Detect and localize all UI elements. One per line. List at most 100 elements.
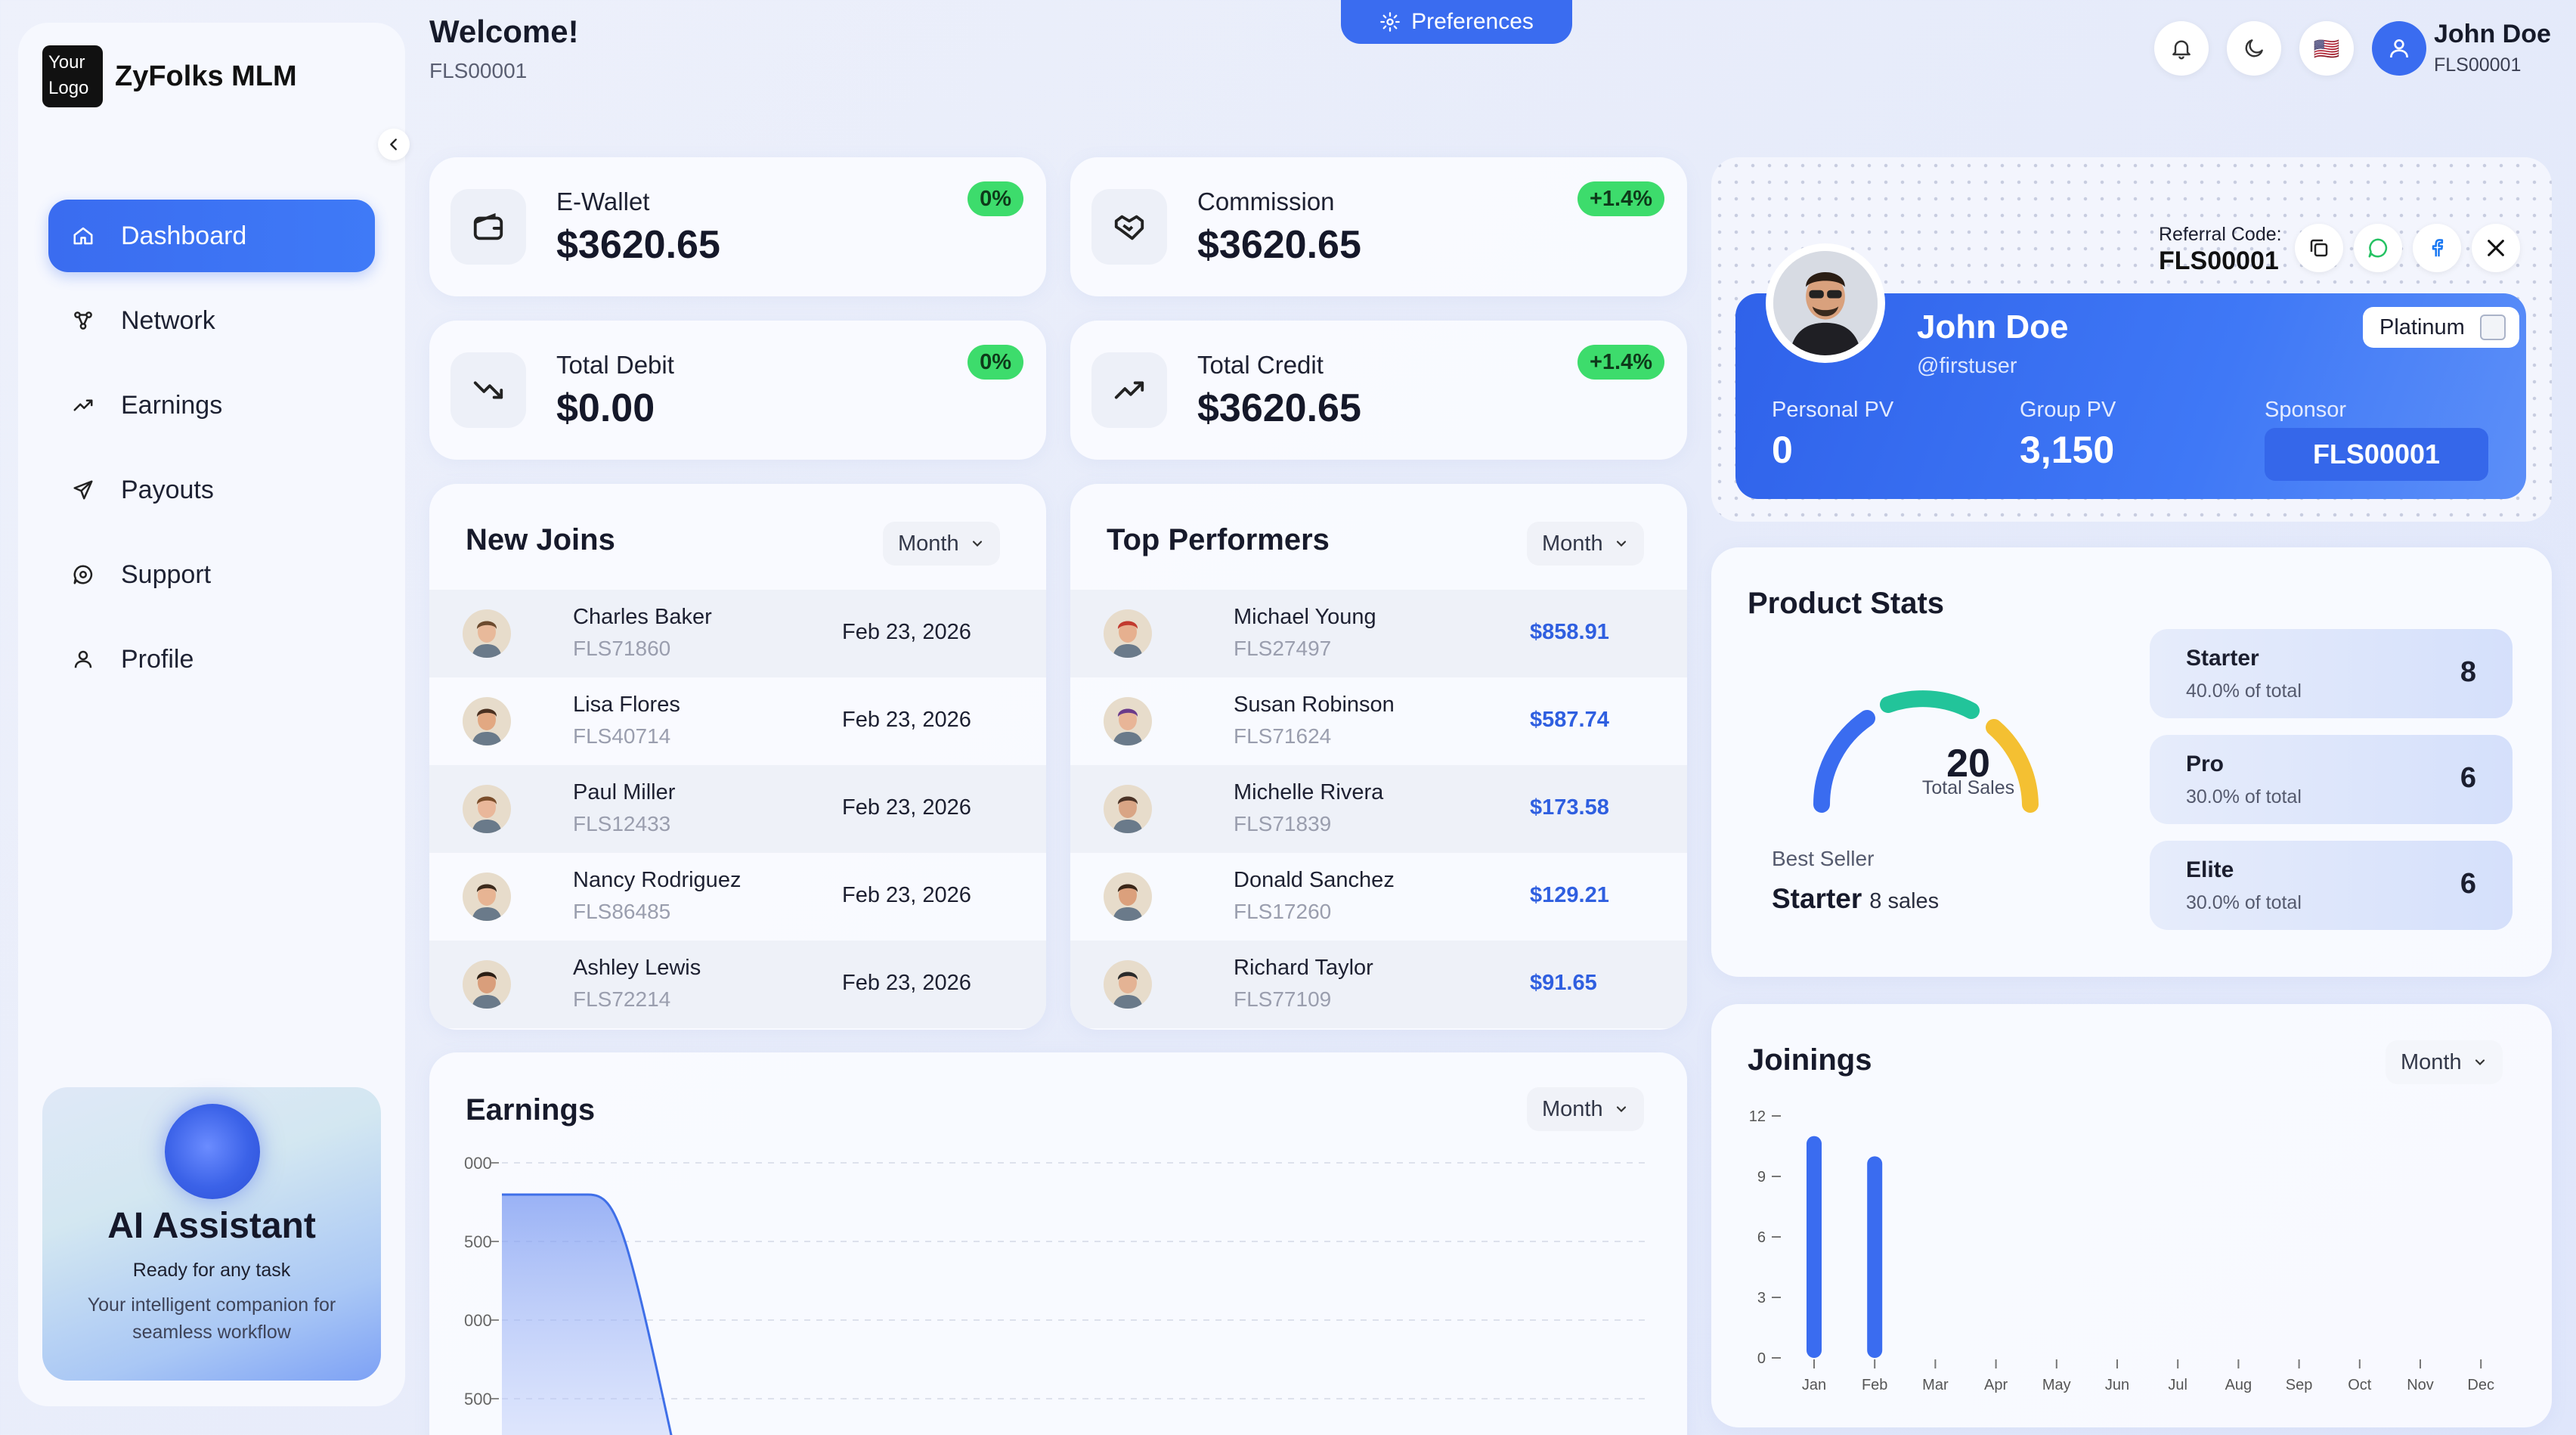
facebook-share-button[interactable] — [2413, 224, 2461, 272]
period-select-value: Month — [1542, 1096, 1603, 1121]
gear-icon — [1380, 12, 1400, 32]
joinings-card: Joinings Month 0 3 6 9 12 Jan Feb Mar Apr May Jun J… — [1711, 1004, 2552, 1427]
x-tick-label: Jul — [2168, 1377, 2187, 1393]
handshake-icon — [1091, 189, 1167, 265]
sponsor-value: FLS00001 — [2265, 428, 2488, 481]
list-item[interactable]: Lisa Flores FLS40714 Feb 23, 2026 — [429, 677, 1046, 765]
bar-feb[interactable] — [1867, 1156, 1883, 1358]
avatar-image — [1104, 785, 1152, 833]
total-sales-label: Total Sales — [1921, 777, 2015, 798]
language-button[interactable]: 🇺🇸 — [2299, 21, 2354, 76]
user-code: FLS00001 — [429, 59, 528, 82]
avatar — [1104, 785, 1152, 833]
y-tick-label: 500 — [464, 1390, 492, 1409]
joinings-chart: 0 3 6 9 12 Jan Feb Mar Apr May Jun Jul Aug Sep Oct Nov D… — [1749, 1108, 2494, 1393]
stat-label: Total Credit — [1197, 351, 1324, 379]
x-tick-label: Oct — [2348, 1377, 2372, 1393]
sidebar-item-label: Dashboard — [121, 221, 247, 250]
member-name: Nancy Rodriguez — [573, 868, 742, 892]
y-tick-label: 6 — [1757, 1229, 1766, 1246]
whatsapp-share-button[interactable] — [2354, 224, 2402, 272]
total-debit-card[interactable]: Total Debit $0.00 0% — [429, 321, 1046, 460]
x-tick-label: Dec — [2467, 1377, 2494, 1393]
profile-card: John Doe @firstuser Platinum Personal PV… — [1735, 293, 2526, 499]
sidebar-item-support[interactable]: Support — [48, 538, 375, 611]
earnings-period-select[interactable]: Month — [1527, 1087, 1644, 1131]
preferences-button[interactable]: Preferences — [1341, 0, 1572, 44]
avatar-image — [463, 960, 511, 1009]
earnings-title: Earnings — [466, 1093, 596, 1127]
avatar — [463, 785, 511, 833]
member-id: FLS71624 — [1234, 724, 1332, 748]
sidebar-item-network[interactable]: Network — [48, 284, 375, 357]
sidebar-item-dashboard[interactable]: Dashboard — [48, 200, 375, 272]
chevron-down-icon — [1616, 1106, 1626, 1113]
tier-name: Elite — [2186, 857, 2234, 882]
total-sales-value: 20 — [1946, 742, 1990, 786]
total-credit-card[interactable]: Total Credit $3620.65 +1.4% — [1070, 321, 1687, 460]
y-tick-label: 3 — [1757, 1290, 1766, 1306]
sidebar-item-label: Payouts — [121, 475, 214, 504]
profile-avatar[interactable] — [1766, 243, 1885, 363]
list-item[interactable]: Richard Taylor FLS77109 $91.65 — [1070, 941, 1687, 1028]
collapse-sidebar-button[interactable] — [378, 129, 410, 160]
bar-jan[interactable] — [1807, 1136, 1822, 1358]
ai-assistant-description: Your intelligent companion for seamless … — [87, 1294, 336, 1343]
logo-text-top: Your — [48, 52, 85, 73]
avatar-image — [463, 609, 511, 658]
sidebar-item-profile[interactable]: Profile — [48, 623, 375, 696]
x-tick-label: Sep — [2286, 1377, 2313, 1393]
copy-referral-button[interactable] — [2295, 224, 2343, 272]
list-item[interactable]: Nancy Rodriguez FLS86485 Feb 23, 2026 — [429, 853, 1046, 941]
sidebar-item-payouts[interactable]: Payouts — [48, 454, 375, 526]
top-performers-title: Top Performers — [1107, 523, 1330, 556]
x-tick-label: Feb — [1862, 1377, 1887, 1393]
whatsapp-icon — [2368, 238, 2388, 258]
list-item[interactable]: Michael Young FLS27497 $858.91 — [1070, 590, 1687, 677]
new-joins-period-select[interactable]: Month — [883, 522, 1000, 566]
referral-code: FLS00001 — [2159, 246, 2279, 275]
page-title: Welcome! — [429, 14, 579, 49]
user-avatar[interactable] — [2372, 21, 2426, 76]
period-select-value: Month — [898, 531, 959, 556]
avatar — [463, 872, 511, 921]
avatar — [463, 697, 511, 745]
trend-up-icon — [1091, 352, 1167, 428]
member-id: FLS77109 — [1234, 987, 1332, 1011]
avatar-image — [463, 697, 511, 745]
top-performers-period-select[interactable]: Month — [1527, 522, 1644, 566]
ewallet-card[interactable]: E-Wallet $3620.65 0% — [429, 157, 1046, 296]
member-name: Lisa Flores — [573, 693, 680, 717]
notifications-button[interactable] — [2154, 21, 2209, 76]
stat-value: $3620.65 — [556, 223, 720, 267]
joinings-title: Joinings — [1748, 1043, 1872, 1077]
ai-assistant-card[interactable]: AI Assistant Ready for any task Your int… — [42, 1087, 381, 1381]
commission-card[interactable]: Commission $3620.65 +1.4% — [1070, 157, 1687, 296]
stat-value: $0.00 — [556, 386, 655, 430]
member-name: Paul Miller — [573, 780, 676, 804]
theme-toggle-button[interactable] — [2227, 21, 2281, 76]
list-item[interactable]: Donald Sanchez FLS17260 $129.21 — [1070, 853, 1687, 941]
y-tick-label: 0 — [1757, 1350, 1766, 1367]
gauge-arc-elite — [1986, 719, 2039, 813]
copy-icon — [2310, 239, 2328, 257]
list-item[interactable]: Charles Baker FLS71860 Feb 23, 2026 — [429, 590, 1046, 677]
join-date: Feb 23, 2026 — [842, 620, 971, 644]
x-tick-label: Aug — [2225, 1377, 2252, 1393]
x-tick-label: Jun — [2105, 1377, 2129, 1393]
tier-starter: Starter 40.0% of total 8 — [2150, 629, 2513, 718]
header-user-name: John Doe — [2434, 20, 2551, 48]
x-share-button[interactable] — [2472, 224, 2520, 272]
list-item[interactable]: Paul Miller FLS12433 Feb 23, 2026 — [429, 765, 1046, 853]
y-tick-label: 9 — [1757, 1169, 1766, 1186]
gauge-arc-pro — [1880, 690, 1980, 719]
send-icon — [68, 475, 98, 505]
joinings-period-select[interactable]: Month — [2386, 1040, 2503, 1084]
list-item[interactable]: Michelle Rivera FLS71839 $173.58 — [1070, 765, 1687, 853]
referral-label: Referral Code: — [2159, 224, 2282, 245]
avatar — [1104, 609, 1152, 658]
new-joins-card: New Joins Month Charles Baker FLS71860 Feb… — [429, 484, 1046, 1030]
list-item[interactable]: Susan Robinson FLS71624 $587.74 — [1070, 677, 1687, 765]
sidebar-item-earnings[interactable]: Earnings — [48, 369, 375, 442]
list-item[interactable]: Ashley Lewis FLS72214 Feb 23, 2026 — [429, 941, 1046, 1028]
